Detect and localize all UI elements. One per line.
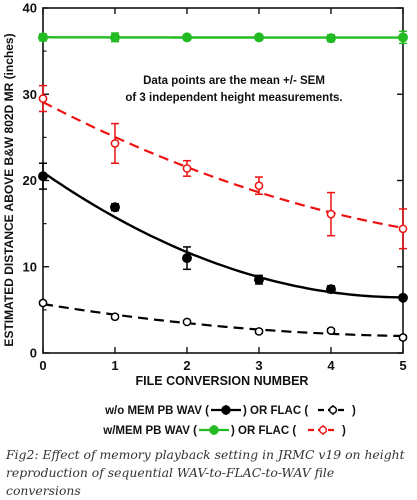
annotation-line-2: of 3 independent height measurements. (125, 92, 342, 104)
data-point-series-1 (39, 299, 46, 306)
data-point-series-0 (399, 294, 407, 302)
data-point-series-0 (255, 275, 263, 283)
y-tick-label: 0 (30, 346, 37, 361)
x-tick-label: 1 (111, 358, 118, 373)
data-point-series-0 (327, 285, 335, 293)
data-point-series-3 (399, 225, 406, 232)
annotation-line-1: Data points are the mean +/- SEM (143, 75, 325, 87)
y-tick-label: 30 (23, 87, 37, 102)
x-tick-label: 5 (399, 358, 406, 373)
data-point-series-1 (111, 313, 118, 320)
legend-row2-text-mid: ) OR FLAC ( (231, 425, 296, 437)
data-point-series-2 (39, 33, 47, 41)
data-point-series-3 (39, 95, 46, 102)
data-point-series-3 (327, 211, 334, 218)
x-tick-label: 2 (183, 358, 190, 373)
data-point-series-2 (399, 33, 407, 41)
y-tick-label: 10 (23, 259, 37, 274)
legend-row1-text-post: ) (352, 405, 356, 417)
x-tick-label: 0 (39, 358, 46, 373)
y-tick-label: 40 (23, 1, 37, 16)
x-axis-label: FILE CONVERSION NUMBER (136, 374, 309, 388)
data-point-series-2 (327, 34, 335, 42)
data-point-series-0 (111, 203, 119, 211)
legend-row2-text-post: ) (342, 425, 346, 437)
data-point-series-3 (255, 182, 262, 189)
data-point-series-2 (111, 33, 119, 41)
legend-row2-text-pre: w/MEM PB WAV ( (102, 425, 197, 437)
data-point-series-1 (255, 328, 262, 335)
data-point-series-0 (39, 172, 47, 180)
legend-row1-text-mid: ) OR FLAC ( (243, 405, 308, 417)
data-point-series-2 (183, 33, 191, 41)
data-point-series-3 (111, 140, 118, 147)
data-point-series-0 (183, 254, 191, 262)
legend-row1-text-pre: w/o MEM PB WAV ( (104, 405, 209, 417)
data-point-series-2 (255, 33, 263, 41)
data-point-series-3 (183, 165, 190, 172)
x-tick-label: 4 (327, 358, 335, 373)
chart: 0 10 20 30 40 0 1 2 3 4 5 Data points are the mean… (0, 0, 417, 445)
data-point-series-1 (327, 327, 334, 334)
data-point-series-1 (399, 334, 406, 341)
x-tick-label: 3 (255, 358, 262, 373)
figure-caption: Fig2: Effect of memory playback setting … (6, 446, 411, 500)
data-point-series-1 (183, 318, 190, 325)
y-axis-label: ESTIMATED DISTANCE ABOVE B&W 802D MR (in… (2, 33, 16, 346)
y-tick-label: 20 (23, 173, 37, 188)
